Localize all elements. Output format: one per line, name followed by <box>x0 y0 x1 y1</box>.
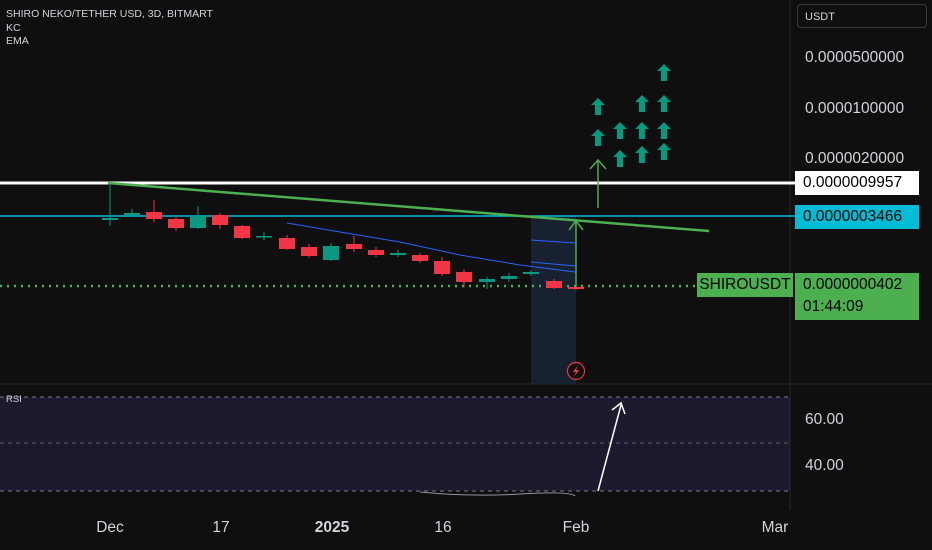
trendline <box>107 181 710 233</box>
bullish-up-arrow-icon <box>657 143 671 160</box>
support-price-badge: 0.0000003466 <box>795 205 919 229</box>
resistance-price-badge: 0.0000009957 <box>795 171 919 195</box>
date-tick: 2025 <box>314 519 350 536</box>
candle-body[interactable] <box>256 236 272 238</box>
bullish-up-arrow-icon <box>613 150 627 167</box>
legend-kc[interactable]: KC <box>6 21 21 34</box>
bullish-up-arrow-icon <box>635 122 649 139</box>
ema-line-short <box>530 261 576 267</box>
legend-ema[interactable]: EMA <box>6 35 29 47</box>
rsi-label[interactable]: RSI <box>6 394 22 405</box>
ema-line-lower <box>530 239 576 244</box>
ema-line-upper <box>286 222 576 273</box>
candle-body[interactable] <box>168 219 184 228</box>
candle-body[interactable] <box>546 281 562 288</box>
bullish-up-arrow-icon <box>591 129 605 146</box>
candle-body[interactable] <box>456 272 472 282</box>
lightning-icon[interactable] <box>566 361 586 381</box>
bullish-up-arrow-icon <box>613 122 627 139</box>
candle-body[interactable] <box>368 250 384 255</box>
candle-body[interactable] <box>279 238 295 249</box>
bullish-up-arrow-icon <box>657 95 671 112</box>
candle-body[interactable] <box>124 213 140 215</box>
candle-body[interactable] <box>102 218 118 220</box>
candles-group <box>102 185 584 290</box>
move-arrow-2-head <box>589 158 607 170</box>
candle-body[interactable] <box>479 279 495 282</box>
price-tick: 0.0000500000 <box>805 49 905 66</box>
rsi-arrow-shaft <box>597 404 622 492</box>
date-tick: 17 <box>212 519 230 536</box>
candle-body[interactable] <box>190 216 206 228</box>
rsi-tick: 40.00 <box>805 457 844 474</box>
price-tick: 0.0000020000 <box>805 150 905 167</box>
candle-body[interactable] <box>412 255 428 261</box>
bar-countdown: 01:44:09 <box>803 298 864 315</box>
bullish-up-arrow-icon <box>635 95 649 112</box>
bullish-up-arrow-icon <box>657 122 671 139</box>
date-tick: 16 <box>434 519 452 536</box>
candle-body[interactable] <box>146 212 162 219</box>
bullish-arrows-group <box>591 64 671 167</box>
rsi-arrow-head <box>611 401 626 415</box>
current-price-value: 0.0000000402 <box>803 276 903 293</box>
candle-body[interactable] <box>212 215 228 225</box>
rsi-line <box>419 491 576 497</box>
projection-zone <box>531 216 576 384</box>
move-arrow-1-head <box>568 219 584 231</box>
symbol-label: SHIROUSDT <box>697 273 793 297</box>
candle-body[interactable] <box>568 287 584 289</box>
candle-body[interactable] <box>501 276 517 279</box>
candle-body[interactable] <box>234 226 250 238</box>
rsi-tick: 60.00 <box>805 411 844 428</box>
bullish-up-arrow-icon <box>635 146 649 163</box>
candle-body[interactable] <box>301 247 317 256</box>
current-price-badge: 0.0000000402 01:44:09 <box>795 273 919 320</box>
candle-body[interactable] <box>323 246 339 260</box>
bullish-up-arrow-icon <box>591 98 605 115</box>
candle-body[interactable] <box>523 272 539 274</box>
date-tick: Mar <box>761 519 789 536</box>
price-tick: 0.0000100000 <box>805 100 905 117</box>
chart-legend: SHIRO NEKO/TETHER USD, 3D, BITMART KC EM… <box>6 8 213 49</box>
candle-body[interactable] <box>434 261 450 274</box>
bullish-up-arrow-icon <box>657 64 671 81</box>
legend-title[interactable]: SHIRO NEKO/TETHER USD, 3D, BITMART <box>6 8 213 20</box>
candle-body[interactable] <box>390 253 406 255</box>
rsi-band <box>0 397 790 491</box>
date-tick: Dec <box>96 519 124 536</box>
candle-body[interactable] <box>346 244 362 249</box>
date-tick: Feb <box>562 519 590 536</box>
currency-selector[interactable]: USDT <box>797 4 927 28</box>
